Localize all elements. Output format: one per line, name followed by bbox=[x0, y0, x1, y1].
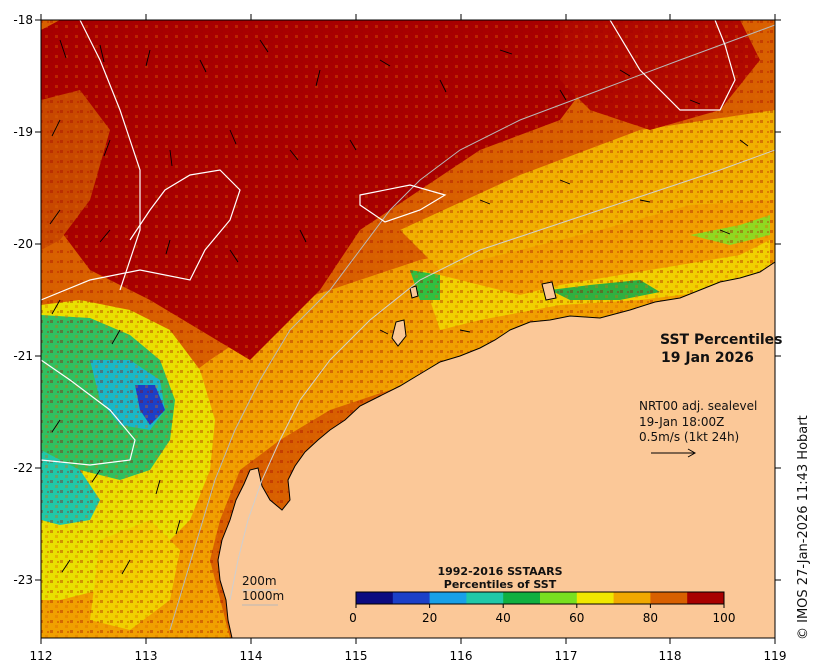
bathymetry-contours bbox=[41, 20, 775, 631]
colorbar-tick-label: 60 bbox=[569, 611, 584, 625]
colorbar-swatch bbox=[356, 592, 394, 604]
colorbar-swatch bbox=[503, 592, 541, 604]
x-tick-label: 118 bbox=[659, 649, 682, 663]
y-tick-marks bbox=[35, 19, 781, 581]
contour-200m bbox=[229, 149, 775, 601]
x-tick-label: 119 bbox=[764, 649, 787, 663]
colorbar-swatch bbox=[576, 592, 615, 604]
plot-frame bbox=[40, 19, 776, 639]
colorbar-tick-label: 80 bbox=[643, 611, 658, 625]
y-tick-label: -22 bbox=[13, 461, 33, 475]
depth-legend: 200m 1000m bbox=[242, 574, 284, 604]
x-tick-label: 116 bbox=[450, 649, 473, 663]
current-vectors bbox=[49, 39, 749, 575]
x-tick-label: 113 bbox=[135, 649, 158, 663]
map-title-text: SST Percentiles bbox=[660, 332, 783, 348]
colorbar-tick-label: 0 bbox=[349, 611, 357, 625]
colorbar-swatch bbox=[429, 592, 467, 604]
colorbar-swatches bbox=[356, 592, 725, 604]
colorbar-title-line1: 1992-2016 SSTAARS bbox=[437, 565, 563, 578]
colorbar-swatch bbox=[650, 592, 688, 604]
contour-1000m bbox=[169, 24, 775, 631]
x-tick-label: 115 bbox=[345, 649, 368, 663]
sst-field bbox=[41, 20, 775, 638]
colorbar-swatch bbox=[392, 592, 431, 604]
x-tick-label: 112 bbox=[30, 649, 53, 663]
x-tick-label: 117 bbox=[555, 649, 578, 663]
y-tick-labels: -18 -19 -20 -21 -22 -23 bbox=[13, 13, 33, 587]
map-title: SST Percentiles 19 Jan 2026 bbox=[660, 331, 783, 367]
colorbar-swatch bbox=[687, 592, 725, 604]
y-tick-label: -20 bbox=[13, 237, 33, 251]
colorbar-tick-label: 40 bbox=[496, 611, 511, 625]
y-tick-label: -19 bbox=[13, 125, 33, 139]
colorbar-ticks bbox=[355, 604, 725, 608]
land-mass bbox=[217, 261, 775, 638]
copyright-notice: © IMOS 27-Jan-2026 11:43 Hobart bbox=[796, 415, 811, 640]
y-tick-label: -18 bbox=[13, 13, 33, 27]
colorbar: 0 20 40 60 80 100 bbox=[349, 591, 736, 625]
colorbar-title: 1992-2016 SSTAARS Percentiles of SST bbox=[360, 565, 640, 591]
map-date: 19 Jan 2026 bbox=[661, 350, 754, 366]
colorbar-swatch bbox=[466, 592, 504, 604]
x-tick-label: 114 bbox=[240, 649, 263, 663]
velocity-scale-arrow bbox=[651, 448, 697, 458]
colorbar-swatch bbox=[613, 592, 651, 604]
vector-source: NRT00 adj. sealevel bbox=[639, 399, 758, 413]
x-tick-marks bbox=[40, 14, 776, 644]
colorbar-tick-label: 100 bbox=[713, 611, 736, 625]
vector-time: 19-Jan 18:00Z bbox=[639, 414, 725, 429]
vector-scale-label: 0.5m/s (1kt 24h) bbox=[639, 430, 740, 444]
colorbar-title-line2: Percentiles of SST bbox=[443, 578, 557, 591]
y-tick-label: -23 bbox=[13, 573, 33, 587]
y-tick-label: -21 bbox=[13, 349, 33, 363]
depth-legend-1000m: 1000m bbox=[242, 589, 285, 603]
x-tick-labels: 112 113 114 115 116 117 118 119 bbox=[30, 649, 787, 663]
depth-legend-200m: 200m bbox=[242, 574, 277, 588]
colorbar-frame bbox=[355, 591, 725, 605]
colorbar-tick-label: 20 bbox=[422, 611, 437, 625]
vector-info: NRT00 adj. sealevel 19-Jan 18:00Z 0.5m/s… bbox=[639, 399, 757, 446]
colorbar-swatch bbox=[540, 592, 578, 604]
